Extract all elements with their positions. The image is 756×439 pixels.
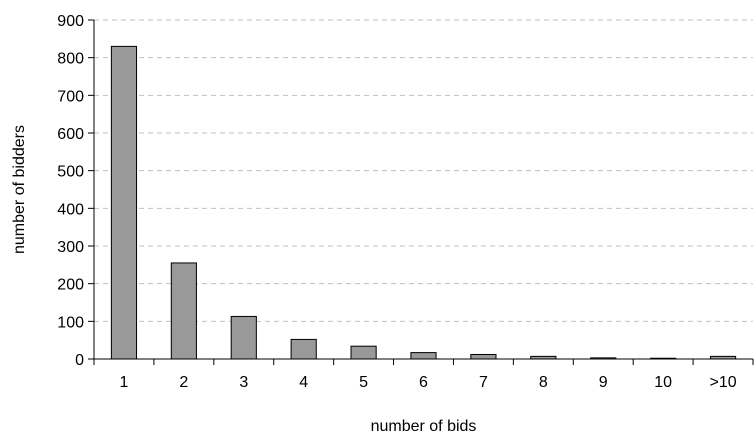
y-tick-label-100: 100 (57, 314, 84, 331)
gridlines (94, 19, 753, 322)
x-tick-label-3: 4 (299, 374, 308, 391)
y-tick-label-900: 900 (57, 13, 84, 30)
x-tick-label-1: 2 (179, 374, 188, 391)
bar-4 (290, 338, 317, 360)
bar-7 (470, 353, 497, 360)
bar-6 (410, 352, 437, 360)
y-axis-title: number of bidders (11, 125, 28, 254)
x-tick-label-7: 8 (539, 374, 548, 391)
x-tick-label-0: 1 (120, 374, 129, 391)
bar-5 (350, 345, 377, 360)
x-tick-label-9: 10 (654, 374, 672, 391)
y-tick-label-700: 700 (57, 88, 84, 105)
bar-2 (170, 262, 197, 360)
x-tick-label-5: 6 (419, 374, 428, 391)
x-axis-title: number of bids (371, 418, 477, 435)
bars (110, 45, 737, 360)
y-tick-label-200: 200 (57, 277, 84, 294)
y-tick-label-500: 500 (57, 164, 84, 181)
bar-1 (110, 45, 138, 360)
y-tick-label-800: 800 (57, 51, 84, 68)
y-tick-label-600: 600 (57, 126, 84, 143)
x-tick-label-4: 5 (359, 374, 368, 391)
y-tick-labels: 0 100 200 300 400 500 600 700 800 900 (57, 13, 84, 369)
bar-3 (230, 315, 257, 360)
x-tick-label-6: 7 (479, 374, 488, 391)
axes (88, 19, 754, 365)
y-tick-label-300: 300 (57, 239, 84, 256)
x-tick-label-8: 9 (599, 374, 608, 391)
x-tick-labels: 1 2 3 4 5 6 7 8 9 10 >10 (120, 374, 737, 391)
x-tick-label-10: >10 (709, 374, 736, 391)
y-tick-label-400: 400 (57, 201, 84, 218)
y-tick-label-0: 0 (75, 352, 84, 369)
x-tick-label-2: 3 (239, 374, 248, 391)
